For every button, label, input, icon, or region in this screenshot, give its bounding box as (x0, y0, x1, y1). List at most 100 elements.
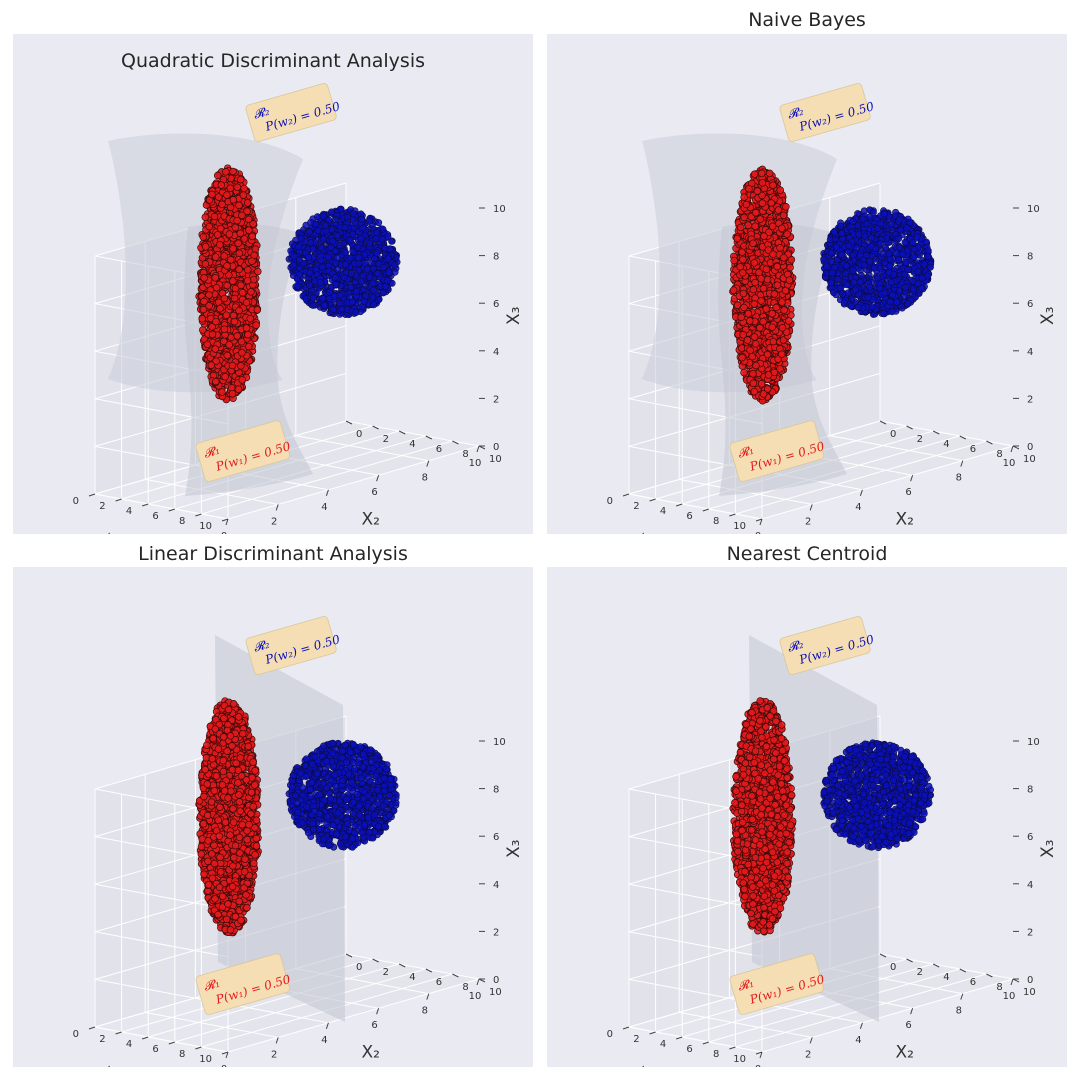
x2-axis-label: X₂ (896, 510, 914, 530)
class2-point (363, 293, 369, 299)
class1-point (239, 377, 246, 384)
class1-point (215, 194, 222, 201)
class2-point (342, 224, 348, 230)
class1-point (254, 268, 261, 275)
class2-point (320, 295, 326, 301)
class1-point (214, 172, 221, 179)
class2-point (332, 216, 338, 222)
class1-point (219, 389, 226, 396)
x1-tick-label: 0 (607, 496, 613, 507)
tick-mark (623, 494, 629, 496)
class2-point (915, 269, 921, 275)
class2-point (385, 256, 391, 262)
x3-tick-label: 6 (493, 299, 499, 310)
tick-mark (116, 499, 122, 501)
class2-point (380, 226, 386, 232)
series-class1 (730, 166, 797, 404)
class1-point (239, 349, 246, 356)
class2-point (911, 246, 917, 252)
class2-point (902, 239, 908, 245)
class2-point (350, 248, 356, 254)
class1-point (208, 362, 215, 369)
class2-point (888, 279, 894, 285)
class2-point (366, 240, 372, 246)
class2-point (844, 282, 850, 288)
x3-tick-label: 6 (970, 444, 976, 455)
class2-point (382, 245, 388, 251)
class1-point (245, 216, 252, 223)
class1-point (238, 362, 245, 369)
class2-point (360, 225, 366, 231)
class1-point (222, 168, 229, 175)
class2-point (342, 261, 348, 267)
class2-point (862, 233, 868, 239)
x1-tick-label: 2 (633, 501, 639, 512)
class1-point (243, 299, 250, 306)
class2-point (832, 264, 838, 270)
class2-point (333, 281, 339, 287)
class2-point (835, 276, 841, 282)
class2-point (384, 277, 390, 283)
class1-point (237, 230, 244, 237)
class2-point (927, 264, 933, 270)
class2-point (314, 214, 320, 220)
x3-tick-label: 10 (1027, 204, 1040, 215)
class1-point (244, 208, 251, 215)
class1-point (234, 184, 241, 191)
class2-point (837, 223, 843, 229)
tick-mark (703, 509, 709, 511)
class2-point (305, 255, 311, 261)
class2-point (353, 309, 359, 315)
class2-point (925, 253, 931, 259)
class1-point (211, 213, 218, 220)
class2-point (355, 255, 361, 261)
class2-point (877, 285, 883, 291)
class1-point (212, 274, 219, 281)
class1-point (234, 333, 241, 340)
class2-point (871, 265, 877, 271)
x2-tick-label: 0 (221, 531, 227, 534)
class2-point (867, 258, 873, 264)
class2-point (379, 236, 385, 242)
class2-point (392, 269, 398, 275)
class2-point (852, 287, 858, 293)
x3-axis-label: X₃ (504, 307, 524, 325)
x3-tick-label: 0 (356, 429, 362, 440)
x1-tick-label: 10 (733, 521, 746, 532)
class2-point (894, 299, 900, 305)
class1-point (239, 289, 246, 296)
class2-point (919, 275, 925, 281)
x3-tick-label: 10 (493, 204, 506, 215)
class2-point (823, 264, 829, 270)
class1-point (202, 261, 209, 268)
x3-tick-label: 4 (943, 439, 949, 450)
x2-tick-label: 6 (905, 487, 911, 498)
class1-point (219, 201, 226, 208)
class1-point (212, 254, 219, 261)
class2-point (877, 241, 883, 247)
class2-point (332, 274, 338, 280)
class2-point (857, 279, 863, 285)
class1-point (221, 253, 228, 260)
class1-point (204, 341, 211, 348)
class2-point (850, 267, 856, 273)
class1-point (206, 223, 213, 230)
class2-point (380, 264, 386, 270)
class2-point (839, 230, 845, 236)
class2-point (371, 302, 377, 308)
class2-point (306, 229, 312, 235)
class2-point (347, 255, 353, 261)
tick-mark (676, 504, 682, 506)
class2-point (839, 251, 845, 257)
class2-point (374, 250, 380, 256)
class2-point (837, 285, 843, 291)
class1-point (230, 245, 237, 252)
class2-point (295, 283, 301, 289)
class2-point (359, 216, 365, 222)
class2-point (874, 225, 880, 231)
class1-point (221, 326, 228, 333)
class1-point (236, 266, 243, 273)
class2-point (869, 304, 875, 310)
class2-point (320, 236, 326, 242)
class2-point (834, 244, 840, 250)
